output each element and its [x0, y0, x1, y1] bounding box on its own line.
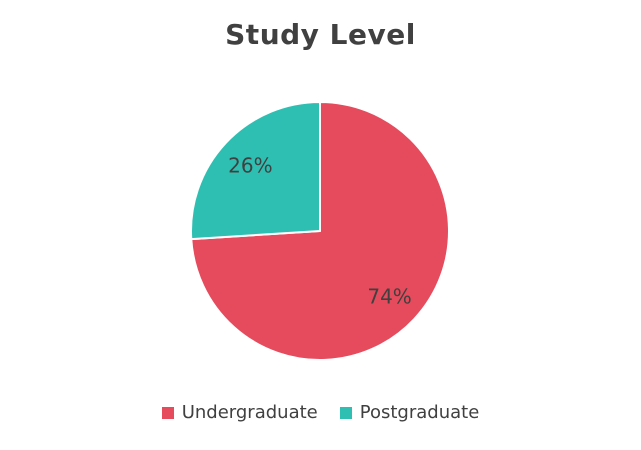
- legend-label-postgraduate: Postgraduate: [359, 402, 480, 423]
- legend-label-undergraduate: Undergraduate: [181, 402, 318, 423]
- pie-slice-postgraduate[interactable]: [190, 101, 321, 241]
- data-label-postgraduate: 26%: [228, 154, 272, 178]
- slices-group: [190, 101, 450, 361]
- legend: Undergraduate Postgraduate: [0, 402, 641, 423]
- data-labels-group: 74% 26%: [228, 154, 412, 309]
- legend-swatch-undergraduate: [161, 406, 174, 419]
- legend-item-undergraduate[interactable]: Undergraduate: [161, 402, 318, 423]
- chart-title: Study Level: [225, 18, 416, 51]
- data-label-undergraduate: 74%: [367, 284, 411, 308]
- legend-item-postgraduate[interactable]: Postgraduate: [339, 402, 480, 423]
- legend-swatch-postgraduate: [339, 406, 352, 419]
